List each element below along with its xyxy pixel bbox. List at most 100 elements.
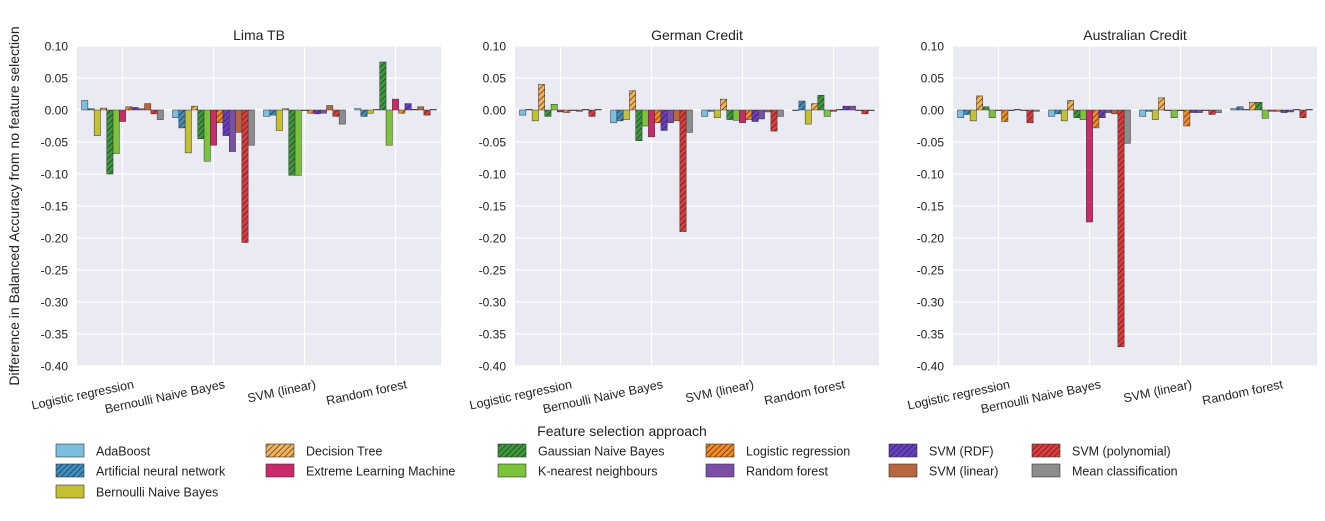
y-tick-label: -0.25: [479, 264, 507, 278]
bar: [995, 109, 1002, 111]
legend-label: SVM (polynomial): [1072, 445, 1171, 459]
bar-hatch: [726, 110, 734, 120]
y-tick-label: -0.10: [917, 168, 945, 182]
legend-item: SVM (polynomial): [1031, 443, 1171, 459]
bar: [823, 109, 831, 117]
bar-hatch: [131, 107, 139, 110]
bar: [519, 109, 527, 116]
bar: [792, 109, 800, 111]
bar-hatch: [87, 108, 95, 110]
bar: [849, 105, 856, 111]
bar-hatch: [1249, 102, 1256, 110]
bar-hatch: [588, 110, 596, 117]
y-tick-label: -0.20: [917, 232, 945, 246]
legend-item: Gaussian Naive Bayes: [497, 443, 664, 459]
bar: [830, 109, 837, 112]
bar-hatch: [861, 110, 869, 114]
bar: [776, 109, 784, 117]
bar: [732, 109, 740, 121]
legend-item: Extreme Learning Machine: [265, 463, 455, 479]
bar: [1079, 109, 1087, 120]
bar: [411, 109, 418, 111]
bar-hatch: [963, 110, 971, 115]
legend-swatch: [55, 484, 85, 499]
bar-hatch: [423, 110, 431, 116]
bar: [385, 109, 393, 146]
bar-hatch: [751, 110, 759, 122]
legend-item: AdaBoost: [55, 443, 151, 459]
legend-swatch: [55, 443, 85, 458]
bar-hatch: [654, 110, 661, 123]
legend-swatch-hatch: [266, 444, 294, 457]
bar-hatch: [1117, 110, 1125, 347]
bar-hatch: [269, 110, 277, 116]
bar-hatch: [216, 110, 223, 123]
bar-hatch: [616, 110, 624, 121]
legend-item: Random forest: [705, 463, 829, 479]
chart-title: Australian Credit: [1083, 27, 1187, 43]
y-tick-label: -0.15: [917, 200, 945, 214]
legend-label: K-nearest neighbours: [538, 465, 658, 479]
y-tick-label: 0.10: [45, 40, 69, 54]
bar: [138, 108, 145, 111]
bar: [804, 109, 812, 125]
bar: [969, 109, 977, 122]
legend-item: SVM (RDF): [888, 443, 994, 459]
bar: [1111, 109, 1119, 115]
bar: [1214, 109, 1222, 113]
bar-hatch: [282, 108, 289, 110]
legend-label: Logistic regression: [746, 445, 850, 459]
bar-hatch: [1001, 110, 1008, 122]
bar: [557, 109, 564, 113]
legend-item: Mean classification: [1031, 463, 1178, 479]
bar: [1305, 109, 1313, 111]
bar-hatch: [544, 110, 552, 117]
bar-hatch: [191, 106, 198, 110]
bar-hatch: [1092, 110, 1099, 128]
bar: [392, 98, 399, 111]
y-tick-label: -0.35: [479, 328, 507, 342]
y-tick-label: 0.05: [45, 72, 69, 86]
bar: [1105, 109, 1112, 113]
bar-hatch: [313, 110, 321, 114]
x-tick-label: Random forest: [763, 377, 847, 408]
bar: [294, 109, 302, 176]
bar: [112, 109, 120, 154]
y-tick-label: -0.40: [917, 360, 945, 374]
chart-panel: 0.10 0.05 0.00 -0.05 -0.10 -0.15 -0.20 -0.25 -0.…: [906, 27, 1317, 416]
bar: [764, 109, 772, 113]
bar-hatch: [1164, 110, 1172, 111]
bar: [988, 109, 996, 118]
bar-hatch: [241, 110, 249, 243]
bar: [1151, 109, 1159, 120]
bar: [320, 109, 327, 114]
bar: [1230, 108, 1238, 111]
bar: [576, 109, 583, 112]
bar: [93, 109, 101, 136]
bar: [156, 109, 164, 120]
bar-hatch: [1026, 110, 1034, 123]
y-tick-label: -0.10: [479, 168, 507, 182]
bar: [531, 109, 539, 122]
bar: [667, 109, 674, 124]
bar-hatch: [404, 103, 412, 110]
y-tick-label: 0.10: [483, 40, 507, 54]
bar-hatch: [222, 110, 230, 136]
bar: [713, 109, 721, 118]
bar: [855, 109, 863, 111]
y-tick-label: -0.25: [41, 264, 69, 278]
legend-label: SVM (linear): [929, 465, 998, 479]
legend-label: Decision Tree: [306, 445, 382, 459]
bar: [366, 109, 374, 114]
y-tick-label: -0.40: [41, 360, 69, 374]
bar: [1242, 109, 1250, 111]
bar: [648, 109, 655, 138]
bar-hatch: [398, 110, 405, 114]
bar: [758, 109, 765, 120]
bar-hatch: [332, 110, 340, 117]
chart-title: German Credit: [651, 27, 743, 43]
x-tick-label: SVM (linear): [1122, 377, 1193, 405]
legend-swatch: [1031, 463, 1061, 478]
